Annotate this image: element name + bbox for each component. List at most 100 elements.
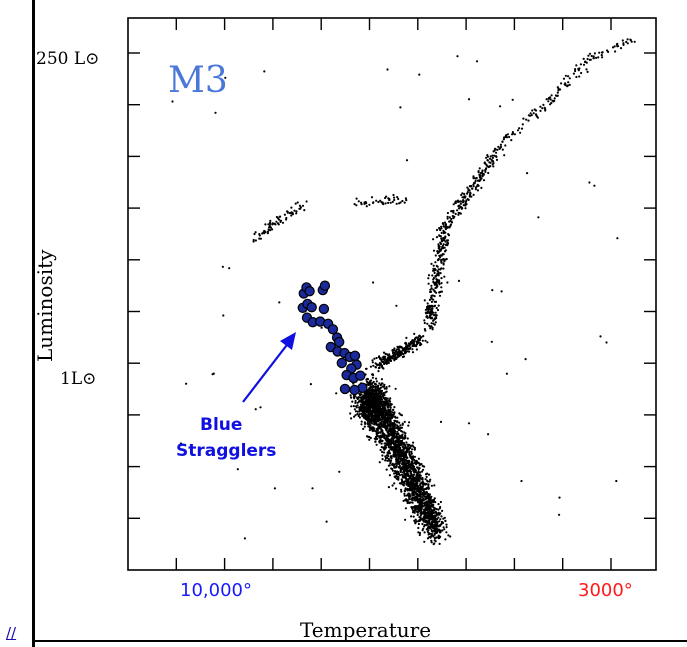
star-point <box>433 542 436 545</box>
star-point <box>387 486 390 489</box>
star-point <box>577 69 580 72</box>
star-point <box>427 309 430 312</box>
star-point <box>434 540 437 543</box>
star-point <box>354 395 357 398</box>
star-point <box>387 423 390 426</box>
star-point <box>276 222 280 225</box>
star-point <box>418 337 422 340</box>
star-point <box>354 410 358 413</box>
star-point <box>611 46 615 49</box>
star-point <box>370 428 373 431</box>
star-point <box>413 340 416 343</box>
star-point <box>505 134 508 137</box>
star-point <box>259 237 262 240</box>
star-point <box>388 198 391 201</box>
star-point <box>629 39 632 42</box>
star-point <box>398 474 401 477</box>
star-point <box>445 257 448 261</box>
star-point <box>369 436 372 440</box>
star-point <box>411 499 414 502</box>
star-point <box>358 413 361 416</box>
star-point <box>430 290 433 293</box>
star-point <box>423 495 426 498</box>
star-point <box>404 434 407 437</box>
star-point <box>404 467 407 470</box>
star-point <box>413 519 416 522</box>
star-point <box>421 478 424 481</box>
plot-frame <box>127 17 657 571</box>
star-point <box>413 509 416 513</box>
star-point <box>378 419 381 422</box>
star-point <box>431 509 434 512</box>
star-point <box>411 344 414 348</box>
star-point <box>427 506 430 509</box>
star-point <box>405 199 408 202</box>
star-point <box>445 523 448 526</box>
star-point <box>441 258 444 261</box>
star-point <box>418 519 421 523</box>
star-point <box>376 408 379 411</box>
star-point <box>388 353 391 356</box>
star-point <box>430 322 433 325</box>
star-point <box>432 280 435 284</box>
star-point <box>405 441 408 444</box>
star-point <box>366 422 369 425</box>
star-point <box>356 413 359 416</box>
star-point <box>405 344 408 347</box>
star-point <box>403 458 406 461</box>
star-point <box>508 135 511 139</box>
star-point <box>403 437 406 440</box>
star-point <box>387 455 390 458</box>
star-point <box>402 483 405 486</box>
star-point <box>422 468 425 471</box>
star-point <box>390 403 393 406</box>
star-point <box>403 431 406 434</box>
star-point <box>380 201 383 204</box>
star-point <box>417 508 420 512</box>
star-point <box>388 410 391 413</box>
star-point <box>286 210 289 213</box>
star-point <box>486 159 489 162</box>
star-point <box>377 426 380 429</box>
star-point <box>380 395 383 398</box>
star-point <box>550 101 553 105</box>
star-point <box>392 408 395 411</box>
star-point <box>563 83 566 86</box>
star-point <box>372 380 375 383</box>
star-point <box>378 366 381 369</box>
star-point <box>436 520 439 524</box>
star-point <box>380 378 383 381</box>
star-point <box>586 57 589 61</box>
star-point <box>440 290 443 293</box>
star-point <box>377 370 380 373</box>
star-point <box>374 382 377 386</box>
star-point <box>625 40 628 44</box>
star-point <box>394 350 398 353</box>
star-point <box>477 170 480 173</box>
star-point <box>435 278 438 281</box>
star-point <box>413 448 416 451</box>
star-point <box>485 156 488 159</box>
star-point <box>459 202 462 205</box>
star-point <box>228 267 231 270</box>
star-point <box>428 532 431 536</box>
star-point <box>432 319 435 322</box>
star-point <box>386 358 389 361</box>
star-point <box>395 202 398 205</box>
star-point <box>403 201 406 204</box>
star-point <box>633 40 636 43</box>
star-point <box>417 522 420 526</box>
star-point <box>398 345 401 348</box>
star-point <box>424 311 427 314</box>
star-point <box>551 99 554 102</box>
star-point <box>389 406 392 409</box>
blue-straggler-points <box>297 280 368 396</box>
star-point <box>401 462 404 466</box>
star-point <box>351 400 354 403</box>
star-point <box>402 347 406 350</box>
star-point <box>615 479 618 483</box>
star-point <box>439 235 442 238</box>
star-point <box>493 154 496 157</box>
back-link[interactable]: // <box>6 624 17 642</box>
